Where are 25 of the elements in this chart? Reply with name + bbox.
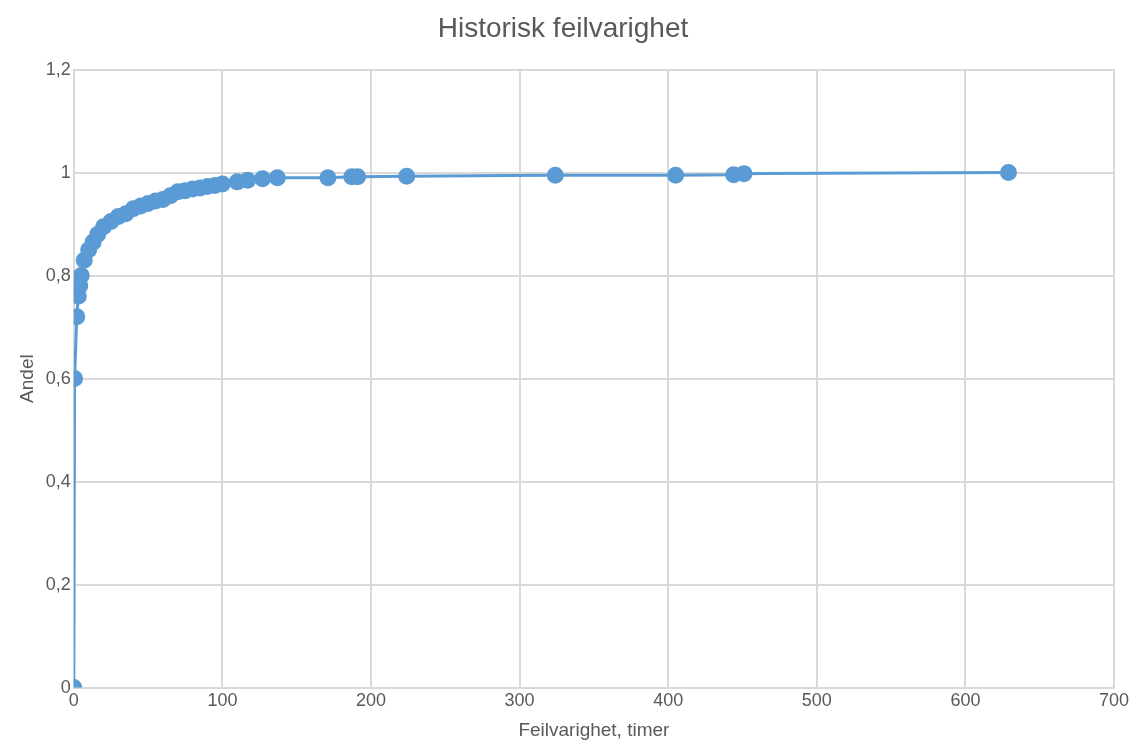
y-tick-label: 0,8 [45, 264, 71, 285]
x-tick-label: 200 [355, 690, 387, 711]
y-tick-label: 1,2 [45, 58, 71, 79]
point [1000, 164, 1017, 182]
x-axis-title: Feilvarighet, timer [518, 718, 671, 740]
y-tick-label: 0,6 [45, 367, 71, 388]
y-axis-title: Andel [15, 354, 37, 403]
point [319, 169, 337, 187]
x-tick-label: 500 [801, 690, 832, 711]
point [398, 167, 416, 185]
chart-title: Historisk feilvarighet [437, 11, 689, 43]
x-tick-label: 400 [653, 690, 684, 711]
point [268, 169, 286, 187]
x-tick-label: 700 [1098, 690, 1130, 711]
x-tick-label: 100 [207, 690, 238, 711]
x-tick-label: 300 [504, 690, 535, 711]
y-tick-label: 0,4 [45, 470, 71, 491]
y-tick-label: 0,2 [45, 573, 71, 594]
point [239, 171, 257, 189]
y-tick-label: 1 [60, 161, 71, 182]
point [667, 166, 685, 184]
point [546, 166, 564, 184]
x-tick-label: 600 [950, 690, 981, 711]
y-tick-label: 0 [60, 676, 71, 697]
point [254, 170, 272, 188]
